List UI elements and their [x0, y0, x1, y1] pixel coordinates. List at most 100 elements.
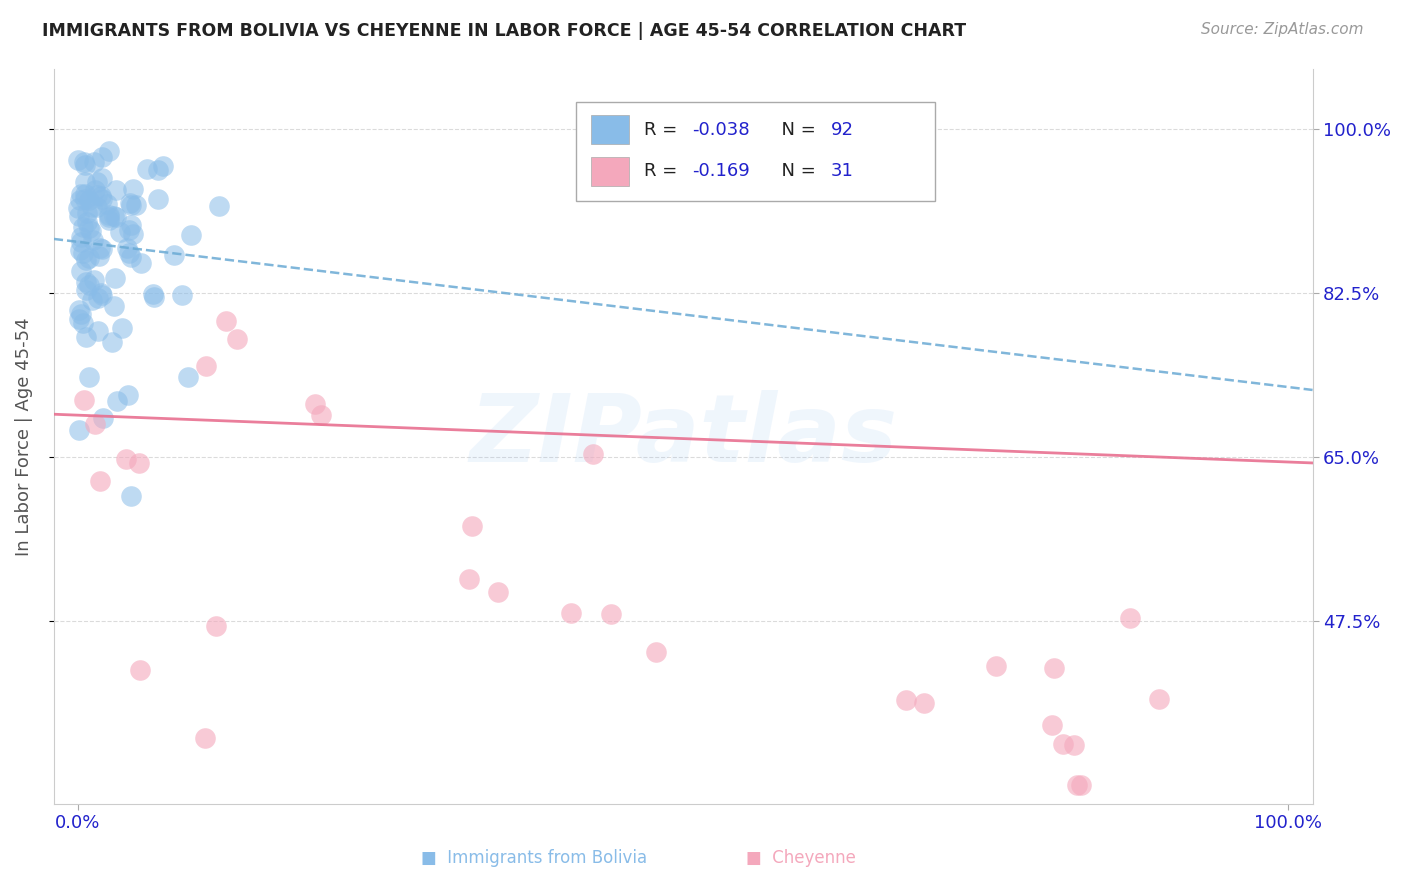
Point [82, 233, 104, 247]
Point [98, 209, 121, 223]
Point [125, 198, 148, 212]
Point [136, 162, 159, 177]
Point [560, 606, 582, 620]
Point [146, 162, 169, 177]
Point [97, 144, 120, 158]
Point [75, 276, 97, 290]
Text: ■  Immigrants from Bolivia: ■ Immigrants from Bolivia [422, 849, 647, 867]
Point [912, 696, 935, 710]
Point [460, 518, 482, 533]
FancyBboxPatch shape [576, 102, 935, 201]
Point [180, 227, 202, 242]
Point [120, 218, 142, 232]
Point [98, 212, 121, 227]
Point [105, 393, 128, 408]
Point [1147, 692, 1170, 706]
Text: ZIPatlas: ZIPatlas [470, 391, 897, 483]
Text: -0.169: -0.169 [692, 162, 749, 180]
Point [111, 321, 134, 335]
Point [163, 248, 186, 262]
Point [108, 226, 131, 240]
Point [1066, 778, 1088, 792]
Point [172, 287, 194, 301]
Point [120, 250, 142, 264]
Point [77, 193, 100, 207]
Point [177, 369, 200, 384]
Point [79, 221, 101, 235]
Point [226, 332, 249, 346]
Point [142, 290, 165, 304]
Text: -0.038: -0.038 [692, 120, 749, 138]
Point [87, 249, 110, 263]
Point [488, 585, 510, 599]
Point [896, 693, 918, 707]
Point [84, 183, 107, 197]
Point [152, 159, 174, 173]
Point [76, 206, 98, 220]
Point [83, 272, 105, 286]
Point [77, 370, 100, 384]
Point [128, 456, 150, 470]
Text: Source: ZipAtlas.com: Source: ZipAtlas.com [1201, 22, 1364, 37]
Point [644, 645, 666, 659]
Text: N =: N = [770, 120, 821, 138]
Point [91, 192, 114, 206]
Point [91, 170, 114, 185]
Point [121, 227, 143, 241]
Text: 31: 31 [831, 162, 853, 180]
Text: R =: R = [644, 120, 683, 138]
Point [75, 283, 97, 297]
Point [118, 246, 141, 260]
Point [69, 312, 91, 326]
Point [69, 243, 91, 257]
Point [82, 201, 104, 215]
Point [82, 293, 104, 308]
Point [67, 201, 90, 215]
Point [80, 224, 103, 238]
Point [72, 245, 94, 260]
Bar [592, 115, 628, 145]
Point [91, 242, 114, 256]
Point [120, 198, 142, 212]
Point [86, 175, 108, 189]
Point [304, 397, 326, 411]
Point [120, 489, 142, 503]
Point [118, 223, 141, 237]
Point [87, 324, 110, 338]
Point [129, 255, 152, 269]
Point [1052, 737, 1074, 751]
Point [67, 210, 90, 224]
Point [101, 334, 124, 349]
Point [984, 659, 1007, 673]
Point [98, 211, 121, 225]
Text: IMMIGRANTS FROM BOLIVIA VS CHEYENNE IN LABOR FORCE | AGE 45-54 CORRELATION CHART: IMMIGRANTS FROM BOLIVIA VS CHEYENNE IN L… [42, 22, 966, 40]
Text: N =: N = [770, 162, 821, 180]
Point [195, 359, 218, 374]
Point [120, 195, 142, 210]
Point [73, 192, 96, 206]
Point [70, 230, 93, 244]
Point [89, 474, 111, 488]
Point [86, 291, 108, 305]
Point [67, 423, 90, 437]
Point [89, 286, 111, 301]
Point [86, 200, 108, 214]
Point [72, 219, 94, 234]
Point [457, 572, 479, 586]
Point [103, 299, 125, 313]
Point [104, 270, 127, 285]
Point [117, 388, 139, 402]
Point [208, 198, 231, 212]
Y-axis label: In Labor Force | Age 45-54: In Labor Force | Age 45-54 [15, 317, 32, 556]
Point [115, 241, 138, 255]
Point [69, 235, 91, 249]
Point [76, 215, 98, 229]
Point [600, 607, 623, 622]
Point [89, 242, 111, 256]
Text: 92: 92 [831, 120, 853, 138]
Point [67, 302, 90, 317]
Point [91, 410, 114, 425]
Point [70, 264, 93, 278]
Point [215, 314, 238, 328]
Point [194, 731, 217, 746]
